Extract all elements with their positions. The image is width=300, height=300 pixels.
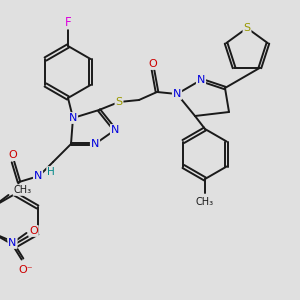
Text: O: O — [148, 59, 158, 69]
Text: O: O — [29, 226, 38, 236]
Text: N: N — [8, 238, 17, 248]
Text: CH₃: CH₃ — [196, 197, 214, 207]
Text: S: S — [243, 23, 250, 33]
Text: O⁻: O⁻ — [18, 265, 33, 275]
Text: S: S — [116, 97, 123, 107]
Text: N: N — [69, 113, 77, 123]
Text: N: N — [173, 89, 181, 99]
Text: F: F — [65, 16, 71, 28]
Text: N: N — [91, 139, 99, 149]
Text: N: N — [34, 171, 42, 181]
Text: CH₃: CH₃ — [14, 185, 32, 195]
Text: H: H — [47, 167, 55, 177]
Text: N: N — [111, 125, 119, 135]
Text: O: O — [9, 150, 17, 160]
Text: N: N — [197, 75, 205, 85]
